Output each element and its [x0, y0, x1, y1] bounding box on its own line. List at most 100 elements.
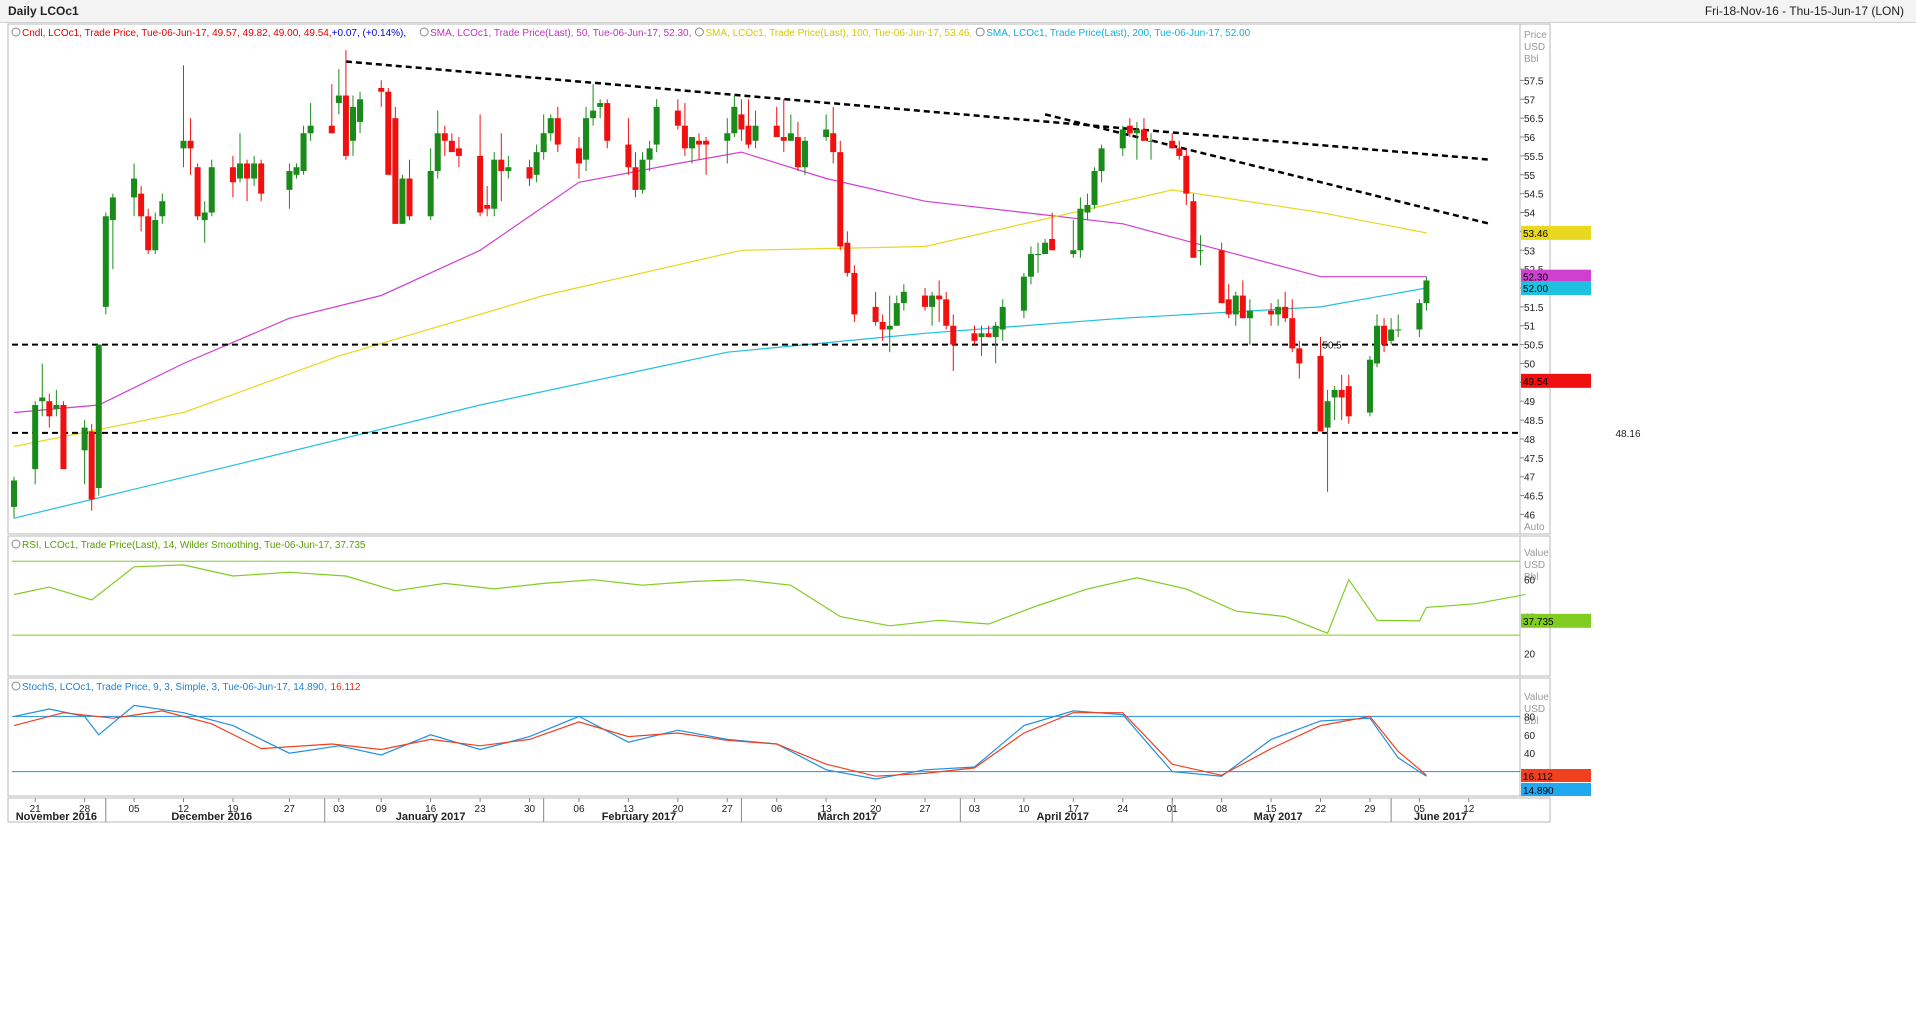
- candle-body: [46, 401, 53, 417]
- candle-body: [533, 152, 540, 175]
- candle-body: [1317, 355, 1324, 432]
- stoch-axis-header: Bbl: [1524, 716, 1538, 727]
- stoch-tag-label: 14.890: [1523, 786, 1554, 797]
- candle-body: [427, 171, 434, 217]
- price-tag-label: 53.46: [1523, 229, 1548, 240]
- candle-body: [992, 325, 999, 338]
- candle-body: [1027, 254, 1034, 277]
- candle-body: [498, 159, 505, 171]
- month-label: December 2016: [171, 811, 252, 823]
- candle-body: [1282, 306, 1289, 319]
- x-tick-label: 16: [425, 804, 437, 815]
- candle-body: [1366, 359, 1373, 413]
- candle-body: [971, 333, 978, 341]
- candle-body: [575, 148, 582, 164]
- candle-body: [943, 299, 950, 326]
- x-tick-label: 03: [969, 804, 981, 815]
- x-axis: [7, 797, 1551, 823]
- candle-body: [1190, 201, 1197, 258]
- sma-50-line: [13, 151, 1427, 414]
- settings-icon: [11, 539, 21, 549]
- candle-body: [81, 427, 88, 451]
- stoch-tick-label: 80: [1524, 712, 1536, 723]
- candle-body: [1084, 204, 1091, 213]
- candle-body: [434, 133, 441, 171]
- stoch-k-line: [13, 704, 1427, 780]
- price-tick-label: 57.5: [1524, 76, 1544, 87]
- price-tag: [1521, 225, 1591, 240]
- x-tick-label: 28: [79, 804, 91, 815]
- sma-100-line: [13, 189, 1427, 448]
- month-label: February 2017: [602, 811, 677, 823]
- candle-body: [1296, 348, 1303, 364]
- candle-body: [1126, 125, 1133, 134]
- candle-body: [1331, 389, 1338, 398]
- candle-body: [646, 148, 653, 160]
- month-label: January 2017: [396, 811, 466, 823]
- rsi-line: [13, 564, 1526, 634]
- candle-body: [1275, 306, 1282, 315]
- x-tick-label: 22: [1315, 804, 1327, 815]
- x-tick-label: 20: [672, 804, 684, 815]
- candle-body: [1020, 276, 1027, 311]
- price-legend-entry: Cndl, LCOc1, Trade Price, Tue-06-Jun-17,…: [22, 28, 332, 39]
- x-tick-label: 03: [333, 804, 345, 815]
- price-tag-label: 52.00: [1523, 284, 1548, 295]
- x-tick-label: 06: [771, 804, 783, 815]
- price-tag-label: 52.30: [1523, 273, 1548, 284]
- candle-body: [632, 167, 639, 190]
- candle-body: [978, 333, 985, 338]
- candle-body: [1239, 295, 1246, 319]
- candle-body: [639, 159, 646, 190]
- x-tick-label: 05: [1414, 804, 1426, 815]
- rsi-axis-header: Value: [1524, 548, 1549, 559]
- candle-body: [1345, 386, 1352, 417]
- candle-body: [879, 321, 886, 330]
- candle-body: [335, 95, 342, 104]
- price-tick-label: 55.5: [1524, 152, 1544, 163]
- candle-body: [1268, 310, 1275, 315]
- price-legend-entry: SMA, LCOc1, Trade Price(Last), 200, Tue-…: [986, 28, 1250, 39]
- x-tick-label: 10: [1018, 804, 1030, 815]
- rsi-panel: [7, 535, 1551, 677]
- candle-body: [1423, 280, 1430, 304]
- candle-body: [484, 204, 491, 209]
- candle-body: [95, 344, 102, 489]
- candle-body: [39, 397, 46, 402]
- candle-body: [1338, 389, 1345, 398]
- stoch-d-line: [13, 710, 1427, 777]
- candle-body: [1395, 329, 1402, 331]
- price-tick-label: 50.5: [1524, 341, 1544, 352]
- rsi-axis-header: USD: [1524, 560, 1545, 571]
- date-range: Fri-18-Nov-16 - Thu-15-Jun-17 (LON): [1704, 4, 1904, 18]
- price-tick-label: 50: [1524, 359, 1536, 370]
- candle-body: [1133, 129, 1140, 134]
- candle-body: [201, 212, 208, 221]
- candle-body: [554, 118, 561, 145]
- candle-body: [1374, 325, 1381, 364]
- candle-body: [526, 167, 533, 179]
- candle-body: [1246, 310, 1253, 319]
- rsi-tick-label: 60: [1524, 576, 1536, 587]
- price-legend-entry: SMA, LCOc1, Trade Price(Last), 100, Tue-…: [705, 28, 972, 39]
- candle-body: [590, 110, 597, 119]
- candle-body: [102, 216, 109, 307]
- candle-body: [448, 140, 455, 153]
- candle-body: [1119, 129, 1126, 149]
- candle-body: [11, 480, 17, 507]
- title-bar: Daily LCOc1 Fri-18-Nov-16 - Thu-15-Jun-1…: [0, 0, 1916, 23]
- candle-body: [738, 114, 745, 130]
- candle-body: [1218, 250, 1225, 304]
- price-tick-label: 47: [1524, 473, 1536, 484]
- candle-body: [872, 306, 879, 322]
- x-tick-label: 06: [573, 804, 585, 815]
- candle-body: [385, 91, 392, 175]
- price-tick-label: 55: [1524, 171, 1536, 182]
- candle-body: [900, 291, 907, 304]
- candle-body: [88, 431, 95, 500]
- candle-body: [929, 295, 936, 307]
- price-tick-label: 56.5: [1524, 114, 1544, 125]
- candle-body: [187, 140, 194, 149]
